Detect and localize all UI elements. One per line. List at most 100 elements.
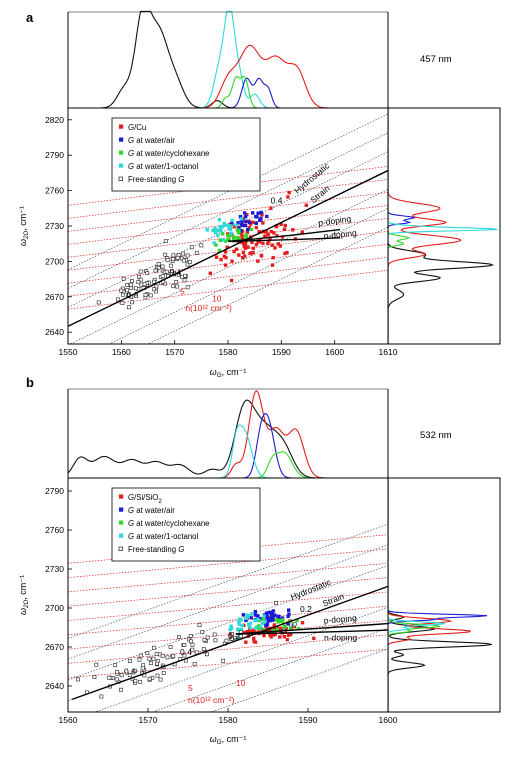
data-point bbox=[245, 213, 249, 217]
data-point bbox=[218, 226, 223, 230]
data-point bbox=[304, 203, 309, 207]
data-point bbox=[282, 625, 286, 629]
data-point bbox=[279, 222, 283, 227]
data-point bbox=[192, 662, 197, 666]
data-point bbox=[250, 211, 255, 215]
data-point bbox=[181, 258, 186, 263]
data-point bbox=[278, 244, 282, 248]
x-tick-label: 1570 bbox=[165, 347, 184, 357]
data-point bbox=[242, 211, 247, 215]
data-point bbox=[182, 278, 187, 283]
data-point bbox=[120, 292, 125, 297]
legend-box bbox=[111, 487, 261, 562]
doping-isoline bbox=[68, 562, 388, 593]
legend-label: G at water/air bbox=[128, 506, 175, 515]
y-tick-label: 2790 bbox=[45, 150, 64, 160]
data-point bbox=[231, 237, 236, 242]
data-point bbox=[229, 278, 234, 283]
data-point bbox=[269, 206, 273, 211]
y-axis-title: ω2D, cm⁻¹ bbox=[18, 575, 30, 615]
density-curve bbox=[388, 108, 495, 344]
data-point bbox=[287, 608, 291, 612]
legend-marker bbox=[119, 150, 124, 155]
data-point bbox=[237, 620, 241, 624]
data-point bbox=[240, 222, 244, 226]
data-point bbox=[194, 250, 199, 255]
legend-box bbox=[111, 117, 261, 192]
data-point bbox=[259, 254, 264, 258]
data-point bbox=[280, 235, 285, 239]
data-point bbox=[152, 279, 156, 284]
data-point bbox=[237, 617, 242, 621]
data-point bbox=[250, 240, 254, 245]
data-point bbox=[261, 221, 265, 225]
data-point bbox=[300, 230, 304, 234]
data-point bbox=[243, 215, 248, 219]
data-point bbox=[282, 634, 287, 639]
data-point bbox=[153, 268, 158, 273]
data-point bbox=[223, 239, 228, 243]
data-point bbox=[273, 613, 277, 617]
data-point bbox=[247, 622, 251, 627]
strain-value-label: 0.2 bbox=[228, 631, 240, 641]
data-point bbox=[269, 229, 273, 234]
data-point bbox=[245, 613, 249, 617]
data-point bbox=[239, 217, 244, 221]
data-point bbox=[154, 284, 159, 289]
data-point bbox=[286, 195, 290, 199]
data-point bbox=[133, 669, 137, 673]
data-point bbox=[253, 618, 257, 623]
data-point bbox=[141, 663, 146, 668]
data-point bbox=[220, 232, 225, 236]
strain-value-label: 0.8 bbox=[127, 290, 139, 300]
data-point bbox=[275, 627, 279, 632]
legend-marker bbox=[119, 163, 124, 168]
density-curve bbox=[68, 10, 388, 108]
x-tick-label: 1600 bbox=[325, 347, 344, 357]
data-point bbox=[171, 253, 176, 258]
legend-marker bbox=[119, 124, 124, 129]
data-point bbox=[163, 252, 168, 257]
data-point bbox=[241, 613, 246, 617]
legend-label: Free-standing G bbox=[128, 545, 184, 554]
data-point bbox=[212, 632, 217, 637]
data-point bbox=[188, 639, 193, 644]
data-point bbox=[143, 293, 148, 297]
data-point bbox=[155, 673, 160, 678]
panel-label: a bbox=[26, 10, 34, 25]
data-point bbox=[230, 218, 234, 223]
strain-value-label: 0.4 bbox=[271, 196, 283, 206]
doping-unit-label: n(10¹² cm⁻²) bbox=[188, 695, 235, 705]
data-point bbox=[216, 233, 220, 238]
p-doping-curve bbox=[235, 622, 388, 635]
y-tick-label: 2790 bbox=[45, 486, 64, 496]
data-point bbox=[280, 620, 285, 624]
data-point bbox=[226, 233, 230, 238]
data-point bbox=[253, 609, 257, 614]
x-tick-label: 1590 bbox=[299, 715, 318, 725]
data-point bbox=[171, 257, 176, 261]
pdoping-label: p-doping bbox=[323, 613, 357, 626]
doping-isoline bbox=[68, 620, 388, 650]
data-point bbox=[254, 221, 259, 226]
data-point bbox=[219, 229, 223, 233]
n-doping-curve bbox=[235, 629, 388, 635]
data-point bbox=[156, 262, 161, 267]
legend-marker bbox=[119, 520, 124, 525]
data-point bbox=[232, 225, 237, 229]
data-point bbox=[312, 636, 316, 641]
y-tick-label: 2760 bbox=[45, 525, 64, 535]
x-tick-label: 1560 bbox=[112, 347, 131, 357]
data-point bbox=[238, 214, 243, 219]
data-point bbox=[249, 612, 254, 616]
data-point bbox=[262, 614, 266, 618]
data-point bbox=[271, 629, 275, 633]
data-point bbox=[269, 611, 273, 615]
wavelength-label: 532 nm bbox=[420, 430, 452, 441]
data-point bbox=[237, 226, 241, 230]
data-point bbox=[237, 622, 241, 626]
data-point bbox=[297, 627, 301, 631]
data-point bbox=[258, 237, 262, 242]
